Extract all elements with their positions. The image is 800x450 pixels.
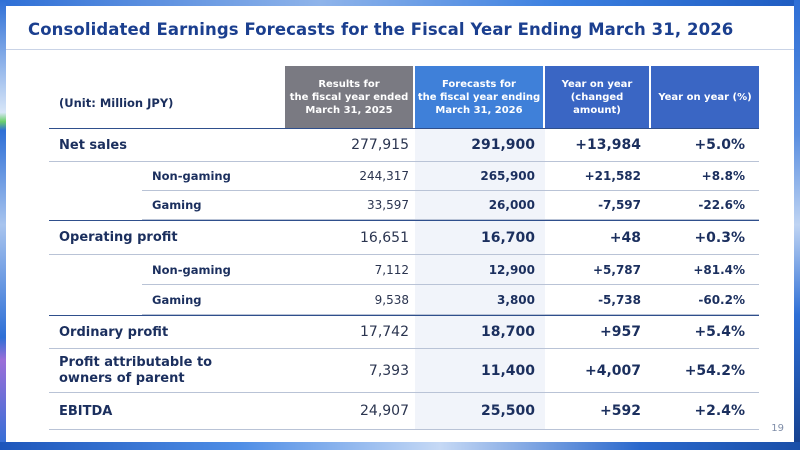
cell-results: 16,651 bbox=[285, 220, 415, 255]
frame-right-decoration bbox=[794, 0, 800, 450]
cell-results: 9,538 bbox=[285, 285, 415, 315]
cell-yoy-amount: +48 bbox=[545, 220, 651, 255]
indent-spacer bbox=[49, 285, 142, 315]
slide: Consolidated Earnings Forecasts for the … bbox=[6, 6, 794, 442]
table-row: Gaming 33,597 26,000 -7,597 -22.6% bbox=[49, 191, 759, 220]
table-row: Operating profit 16,651 16,700 +48 +0.3% bbox=[49, 220, 759, 255]
cell-results: 244,317 bbox=[285, 162, 415, 191]
row-label: Profit attributable to owners of parent bbox=[49, 349, 285, 393]
frame-top-decoration bbox=[0, 0, 800, 6]
table-row: Ordinary profit 17,742 18,700 +957 +5.4% bbox=[49, 315, 759, 349]
cell-results: 33,597 bbox=[285, 191, 415, 220]
header-yoy-amount: Year on year (changed amount) bbox=[545, 66, 651, 128]
header-yoy-percent: Year on year (%) bbox=[651, 66, 759, 128]
cell-forecast: 26,000 bbox=[415, 191, 545, 220]
indent-spacer bbox=[49, 162, 142, 191]
cell-forecast: 18,700 bbox=[415, 315, 545, 349]
cell-yoy-percent: +0.3% bbox=[651, 220, 759, 255]
cell-forecast: 291,900 bbox=[415, 128, 545, 162]
header-yoy-percent-text: Year on year (%) bbox=[658, 91, 752, 103]
cell-forecast: 12,900 bbox=[415, 255, 545, 285]
table-row: Profit attributable to owners of parent … bbox=[49, 349, 759, 393]
cell-results: 24,907 bbox=[285, 393, 415, 430]
unit-label: (Unit: Million JPY) bbox=[49, 66, 285, 128]
cell-yoy-percent: +81.4% bbox=[651, 255, 759, 285]
header-results: Results for the fiscal year ended March … bbox=[285, 66, 415, 128]
cell-forecast: 16,700 bbox=[415, 220, 545, 255]
cell-forecast: 25,500 bbox=[415, 393, 545, 430]
cell-yoy-amount: -7,597 bbox=[545, 191, 651, 220]
cell-yoy-amount: -5,738 bbox=[545, 285, 651, 315]
cell-yoy-amount: +592 bbox=[545, 393, 651, 430]
indent-spacer bbox=[49, 191, 142, 220]
row-label: EBITDA bbox=[49, 393, 285, 430]
cell-yoy-amount: +957 bbox=[545, 315, 651, 349]
header-yoy-amount-text: Year on year (changed amount) bbox=[561, 78, 633, 116]
cell-forecast: 11,400 bbox=[415, 349, 545, 393]
cell-yoy-amount: +21,582 bbox=[545, 162, 651, 191]
cell-yoy-percent: +54.2% bbox=[651, 349, 759, 393]
cell-results: 17,742 bbox=[285, 315, 415, 349]
cell-yoy-amount: +4,007 bbox=[545, 349, 651, 393]
header-forecast: Forecasts for the fiscal year ending Mar… bbox=[415, 66, 545, 128]
cell-yoy-percent: +5.4% bbox=[651, 315, 759, 349]
cell-results: 7,112 bbox=[285, 255, 415, 285]
cell-yoy-percent: -22.6% bbox=[651, 191, 759, 220]
row-sublabel: Gaming bbox=[142, 285, 285, 315]
table-row: Gaming 9,538 3,800 -5,738 -60.2% bbox=[49, 285, 759, 315]
indent-spacer bbox=[49, 255, 142, 285]
frame-bottom-decoration bbox=[0, 442, 800, 450]
cell-yoy-amount: +13,984 bbox=[545, 128, 651, 162]
row-sublabel: Non-gaming bbox=[142, 255, 285, 285]
cell-results: 277,915 bbox=[285, 128, 415, 162]
slide-title: Consolidated Earnings Forecasts for the … bbox=[28, 20, 734, 39]
row-label: Ordinary profit bbox=[49, 315, 285, 349]
header-forecast-text: Forecasts for the fiscal year ending Mar… bbox=[417, 78, 541, 116]
table-header-row: (Unit: Million JPY) Results for the fisc… bbox=[49, 66, 759, 128]
cell-forecast: 3,800 bbox=[415, 285, 545, 315]
table-row: Non-gaming 7,112 12,900 +5,787 +81.4% bbox=[49, 255, 759, 285]
table-row: EBITDA 24,907 25,500 +592 +2.4% bbox=[49, 393, 759, 430]
row-sublabel: Non-gaming bbox=[142, 162, 285, 191]
cell-yoy-percent: +8.8% bbox=[651, 162, 759, 191]
row-label: Net sales bbox=[49, 128, 285, 162]
cell-yoy-percent: -60.2% bbox=[651, 285, 759, 315]
title-divider bbox=[6, 49, 794, 50]
cell-forecast: 265,900 bbox=[415, 162, 545, 191]
cell-results: 7,393 bbox=[285, 349, 415, 393]
row-label: Operating profit bbox=[49, 220, 285, 255]
earnings-forecast-table: (Unit: Million JPY) Results for the fisc… bbox=[49, 66, 759, 430]
header-results-text: Results for the fiscal year ended March … bbox=[289, 78, 409, 116]
cell-yoy-amount: +5,787 bbox=[545, 255, 651, 285]
row-sublabel: Gaming bbox=[142, 191, 285, 220]
table-row: Net sales 277,915 291,900 +13,984 +5.0% bbox=[49, 128, 759, 162]
cell-yoy-percent: +5.0% bbox=[651, 128, 759, 162]
table-row: Non-gaming 244,317 265,900 +21,582 +8.8% bbox=[49, 162, 759, 191]
cell-yoy-percent: +2.4% bbox=[651, 393, 759, 430]
frame-left-decoration bbox=[0, 0, 6, 450]
page-number: 19 bbox=[771, 423, 784, 434]
